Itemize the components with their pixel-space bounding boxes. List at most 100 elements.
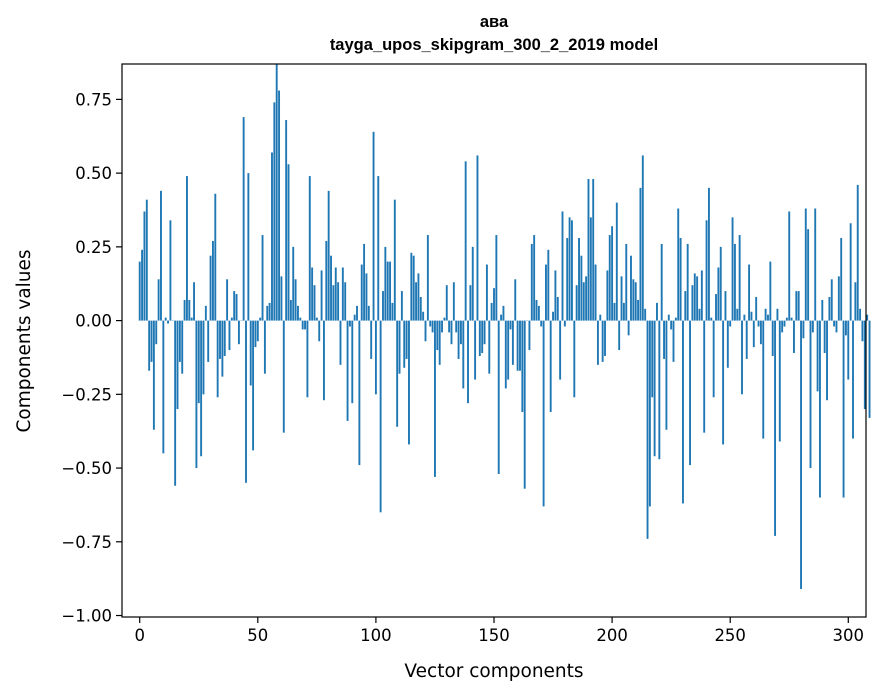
bar [767,314,769,321]
bar [502,305,505,321]
bar [800,320,802,589]
x-axis-label: Vector components [404,661,583,682]
bar [271,152,273,321]
bar [868,320,871,418]
bar [138,261,141,321]
bar [214,193,217,321]
bar [679,238,682,321]
y-tick-label: −0.75 [61,533,112,552]
bar [632,279,635,321]
bar [691,285,694,321]
bar [542,320,545,507]
bar [426,235,429,321]
bar [634,282,637,321]
bar [589,217,592,321]
bar [497,320,500,474]
bar [547,249,550,321]
bar [403,320,406,368]
bar [273,102,276,321]
bar [844,320,847,336]
bar [630,255,632,321]
bar [408,320,410,445]
bar [325,240,328,321]
bar [776,308,779,321]
bar [308,176,311,321]
bar [823,320,826,354]
bar [802,320,805,339]
bar [344,282,347,321]
bar [861,320,864,342]
bar [601,320,604,362]
bar [866,314,869,321]
bar [571,220,573,321]
plot-frame [121,63,867,618]
bar [405,320,408,359]
bar [592,179,595,321]
bar [337,282,340,321]
bar [743,314,746,321]
bar [613,302,616,321]
bar [313,285,316,321]
bar [563,320,566,327]
bar [809,320,812,469]
bar [587,179,590,321]
bar [707,187,710,321]
bar [830,279,833,321]
bar [771,320,774,356]
bar [237,320,240,345]
bar [263,320,266,374]
bar [176,320,179,410]
bar [490,302,493,321]
bar [141,249,144,321]
y-tick-label: 0.25 [75,238,112,257]
bar [594,264,597,321]
bar [545,264,547,321]
bar [287,164,290,321]
bar [181,320,184,374]
bar [785,317,788,321]
bar [648,320,651,507]
bar [849,223,852,321]
bar [190,317,193,321]
bar [686,243,689,321]
bar [627,320,630,336]
bar [334,267,337,321]
bar [150,320,153,362]
bar [814,208,817,321]
bar [247,173,250,321]
bar [712,320,715,398]
bar [389,261,392,321]
bar [658,320,661,460]
bar [757,320,760,327]
bar [622,302,625,321]
bar [202,320,205,395]
bar [835,320,838,333]
bar [292,246,295,321]
bar [568,217,571,321]
x-tick-label: 100 [360,626,392,645]
bar [415,282,417,321]
bar [750,311,753,321]
bar [445,285,448,321]
bar [837,276,840,321]
bar [663,320,665,359]
bar [167,320,169,324]
bar [722,320,725,445]
bar [651,320,654,398]
bar [223,320,226,356]
bar [703,320,706,433]
bar [419,297,422,321]
bar [755,297,758,321]
bar [533,235,536,321]
bar [455,320,458,333]
x-tick-label: 50 [247,626,268,645]
bar [842,320,845,498]
bar [469,285,472,321]
bar [566,238,569,321]
bar [306,320,309,398]
bar [363,243,366,321]
bar [731,217,734,321]
bar [183,299,186,321]
bar [155,320,158,345]
